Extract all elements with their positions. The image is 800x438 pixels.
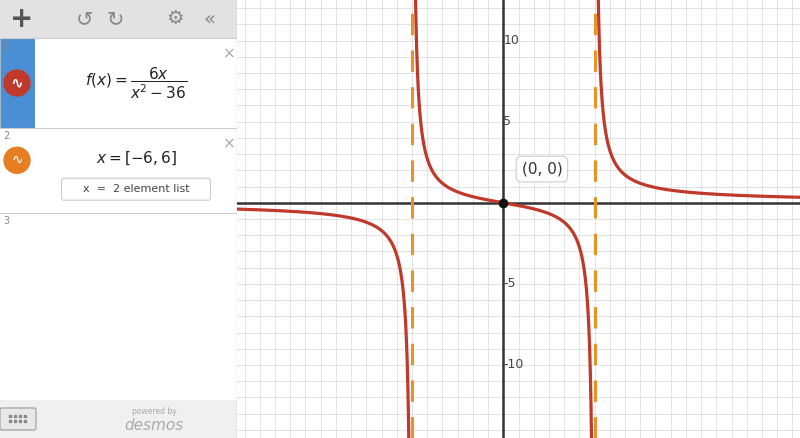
Text: desmos: desmos bbox=[125, 418, 184, 433]
Text: x  =  2 element list: x = 2 element list bbox=[82, 184, 190, 194]
Text: ∿: ∿ bbox=[11, 153, 23, 167]
Text: +: + bbox=[10, 5, 34, 33]
Bar bbox=[0, 0, 237, 38]
FancyBboxPatch shape bbox=[0, 408, 36, 430]
Bar bbox=[0, 38, 35, 128]
FancyBboxPatch shape bbox=[62, 178, 210, 200]
Circle shape bbox=[4, 70, 30, 96]
Text: ↺: ↺ bbox=[76, 9, 94, 29]
Text: $x = [-6, 6]$: $x = [-6, 6]$ bbox=[96, 150, 176, 167]
Text: «: « bbox=[204, 10, 216, 28]
Bar bbox=[0, 400, 237, 438]
Text: 2: 2 bbox=[3, 131, 10, 141]
Circle shape bbox=[4, 147, 30, 173]
Bar bbox=[0, 38, 237, 128]
Text: powered by: powered by bbox=[132, 407, 177, 416]
Text: ⚙: ⚙ bbox=[166, 10, 184, 28]
Text: $f(x) = \dfrac{6x}{x^2 - 36}$: $f(x) = \dfrac{6x}{x^2 - 36}$ bbox=[85, 65, 187, 101]
Text: ×: × bbox=[222, 136, 235, 151]
Bar bbox=[0, 128, 237, 213]
Text: -5: -5 bbox=[503, 277, 516, 290]
Text: ↻: ↻ bbox=[106, 9, 124, 29]
Text: -10: -10 bbox=[503, 358, 524, 371]
Text: ×: × bbox=[222, 46, 235, 61]
Text: ∿: ∿ bbox=[10, 75, 23, 91]
Text: 10: 10 bbox=[503, 34, 519, 47]
Text: 5: 5 bbox=[503, 115, 511, 128]
Text: 3: 3 bbox=[3, 216, 9, 226]
Text: (0, 0): (0, 0) bbox=[522, 162, 562, 177]
Text: 1: 1 bbox=[3, 41, 9, 51]
